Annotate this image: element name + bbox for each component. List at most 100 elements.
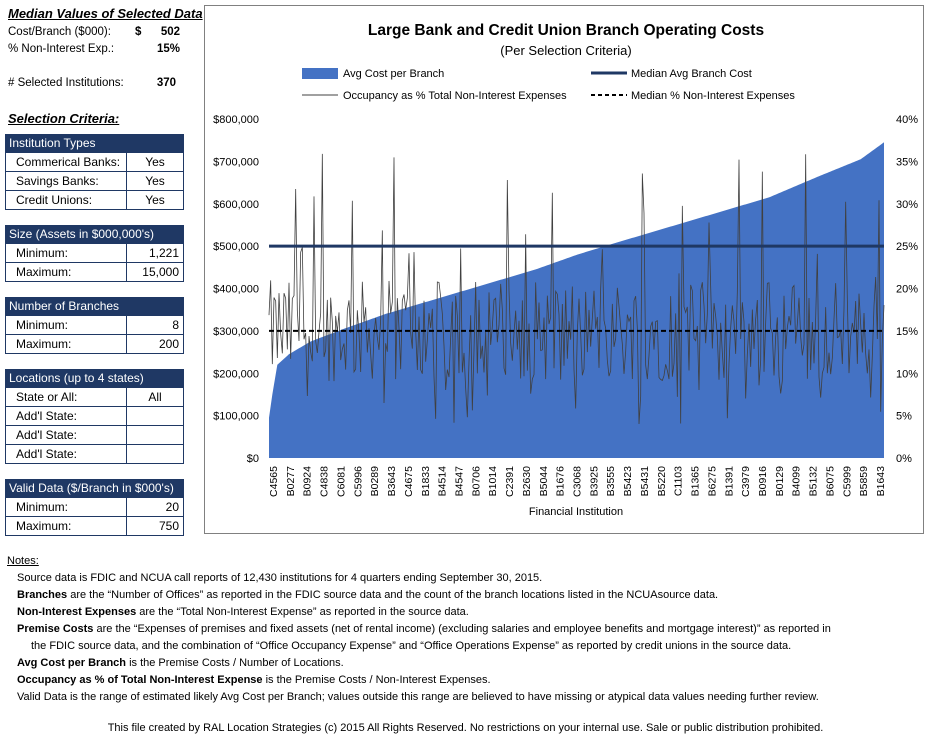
x-tick-label: C4838 — [319, 466, 331, 497]
note-text: is the Premise Costs / Non-Interest Expe… — [262, 674, 491, 686]
y2-tick-label: 30% — [896, 199, 918, 211]
savings-banks-field[interactable]: Yes — [126, 172, 183, 190]
note-branches: Branches are the “Number of Offices” as … — [7, 587, 927, 604]
legend-label-avg-cost: Avg Cost per Branch — [343, 68, 444, 80]
valid-data-box: Valid Data ($/Branch in $000's) Minimum:… — [5, 479, 184, 536]
criteria-label: Maximum: — [16, 337, 72, 351]
y-tick-label: $800,000 — [213, 114, 259, 126]
x-tick-label: B0706 — [470, 466, 482, 497]
addl-state-field[interactable] — [126, 407, 183, 425]
x-tick-label: B4099 — [791, 466, 803, 497]
median-nie-value: 15% — [156, 43, 180, 55]
note-valid: Valid Data is the range of estimated lik… — [17, 691, 819, 703]
criteria-row: Maximum: 15,000 — [6, 262, 183, 281]
commercial-banks-field[interactable]: Yes — [126, 153, 183, 171]
x-tick-label: B5220 — [656, 466, 668, 497]
x-tick-label: C4565 — [268, 466, 280, 497]
chart-frame: Large Bank and Credit Union Branch Opera… — [204, 5, 924, 534]
x-tick-label: C3068 — [572, 466, 584, 497]
x-tick-label: B3643 — [386, 466, 398, 497]
addl-state-field[interactable] — [126, 426, 183, 444]
x-tick-label: B2630 — [521, 466, 533, 497]
y2-tick-label: 20% — [896, 284, 918, 296]
branches-title: Number of Branches — [6, 298, 183, 315]
note-term: Premise Costs — [17, 623, 94, 635]
x-tick-label: B1676 — [555, 466, 567, 497]
size-box: Size (Assets in $000,000's) Minimum: 1,22… — [5, 225, 184, 282]
x-tick-label: B6275 — [706, 466, 718, 497]
criteria-label: State or All: — [16, 390, 78, 404]
y2-tick-label: 5% — [896, 411, 912, 423]
criteria-label: Minimum: — [16, 500, 69, 514]
institution-types-box: Institution Types Commerical Banks: Yes S… — [5, 134, 184, 210]
x-tick-label: B4547 — [453, 466, 465, 497]
valid-maximum-field[interactable]: 750 — [126, 517, 183, 535]
branches-box: Number of Branches Minimum: 8 Maximum: 200 — [5, 297, 184, 354]
criteria-row: Maximum: 750 — [6, 516, 183, 535]
criteria-label: Commerical Banks: — [16, 155, 121, 169]
note-term: Non-Interest Expenses — [17, 606, 137, 618]
note-text: are the “Expenses of premises and fixed … — [93, 623, 831, 635]
chart-legend: Avg Cost per Branch Median Avg Branch Co… — [302, 68, 795, 102]
y-tick-label: $200,000 — [213, 368, 259, 380]
y-tick-label: $300,000 — [213, 326, 259, 338]
note-nie: Non-Interest Expenses are the “Total Non… — [7, 604, 927, 621]
size-title: Size (Assets in $000,000's) — [6, 226, 183, 243]
note-premise: Premise Costs are the “Expenses of premi… — [7, 621, 927, 638]
y-tick-label: $100,000 — [213, 411, 259, 423]
criteria-label: Add'l State: — [16, 428, 77, 442]
median-cost-value: 502 — [160, 26, 180, 38]
valid-minimum-field[interactable]: 20 — [126, 498, 183, 516]
y2-tick-label: 10% — [896, 368, 918, 380]
addl-state-field[interactable] — [126, 445, 183, 463]
x-tick-label: B1365 — [690, 466, 702, 497]
x-axis: C4565 B0277 B0924 C4838 C6081 C5996 B0289 B3643… — [268, 466, 887, 497]
y2-tick-label: 35% — [896, 156, 918, 168]
note-occupancy: Occupancy as % of Total Non-Interest Exp… — [7, 672, 927, 689]
x-tick-label: C5999 — [841, 466, 853, 497]
x-tick-label: B0924 — [302, 466, 314, 497]
legend-swatch-area — [302, 68, 338, 79]
institution-types-title: Institution Types — [6, 135, 183, 152]
criteria-row: Savings Banks: Yes — [6, 171, 183, 190]
note-term: Avg Cost per Branch — [17, 657, 127, 669]
x-tick-label: B5423 — [622, 466, 634, 497]
note-text: are the “Number of Offices” as reported … — [67, 589, 719, 601]
size-maximum-field[interactable]: 15,000 — [126, 263, 183, 281]
valid-data-title: Valid Data ($/Branch in $000's) — [6, 480, 183, 497]
notes-section: Notes: Source data is FDIC and NCUA call… — [7, 553, 927, 706]
note-term: Occupancy as % of Total Non-Interest Exp… — [17, 674, 263, 686]
chart-title: Large Bank and Credit Union Branch Opera… — [368, 22, 764, 39]
note-premise-cont: the FDIC source data, and the combinatio… — [31, 640, 792, 652]
y2-axis: 0% 5% 10% 15% 20% 25% 30% 35% 40% — [896, 114, 918, 465]
criteria-label: Savings Banks: — [16, 174, 99, 188]
legend-label-median-cost: Median Avg Branch Cost — [631, 68, 752, 80]
y2-tick-label: 40% — [896, 114, 918, 126]
chart-subtitle: (Per Selection Criteria) — [500, 43, 632, 58]
state-or-all-field[interactable]: All — [126, 388, 183, 406]
branches-maximum-field[interactable]: 200 — [126, 335, 183, 353]
note-source: Source data is FDIC and NCUA call report… — [17, 572, 543, 584]
x-tick-label: B3925 — [588, 466, 600, 497]
legend-label-occupancy: Occupancy as % Total Non-Interest Expens… — [343, 90, 567, 102]
x-tick-label: B1643 — [875, 466, 887, 497]
criteria-label: Credit Unions: — [16, 193, 93, 207]
criteria-row: Minimum: 20 — [6, 497, 183, 516]
x-tick-label: B4514 — [437, 466, 449, 497]
criteria-row: Maximum: 200 — [6, 334, 183, 353]
y2-tick-label: 15% — [896, 326, 918, 338]
selection-criteria-heading: Selection Criteria: — [8, 111, 120, 126]
branches-minimum-field[interactable]: 8 — [126, 316, 183, 334]
median-cost-label: Cost/Branch ($000): — [8, 26, 111, 38]
criteria-label: Minimum: — [16, 246, 69, 260]
y2-tick-label: 25% — [896, 241, 918, 253]
criteria-row: Credit Unions: Yes — [6, 190, 183, 209]
selected-count-row: # Selected Institutions: 370 — [8, 74, 176, 92]
note-avg: Avg Cost per Branch is the Premise Costs… — [7, 655, 927, 672]
credit-unions-field[interactable]: Yes — [126, 191, 183, 209]
footer-copyright: This file created by RAL Location Strate… — [107, 722, 824, 734]
locations-box: Locations (up to 4 states) State or All:… — [5, 369, 184, 464]
criteria-row: Minimum: 8 — [6, 315, 183, 334]
size-minimum-field[interactable]: 1,221 — [126, 244, 183, 262]
x-tick-label: B0289 — [369, 466, 381, 497]
